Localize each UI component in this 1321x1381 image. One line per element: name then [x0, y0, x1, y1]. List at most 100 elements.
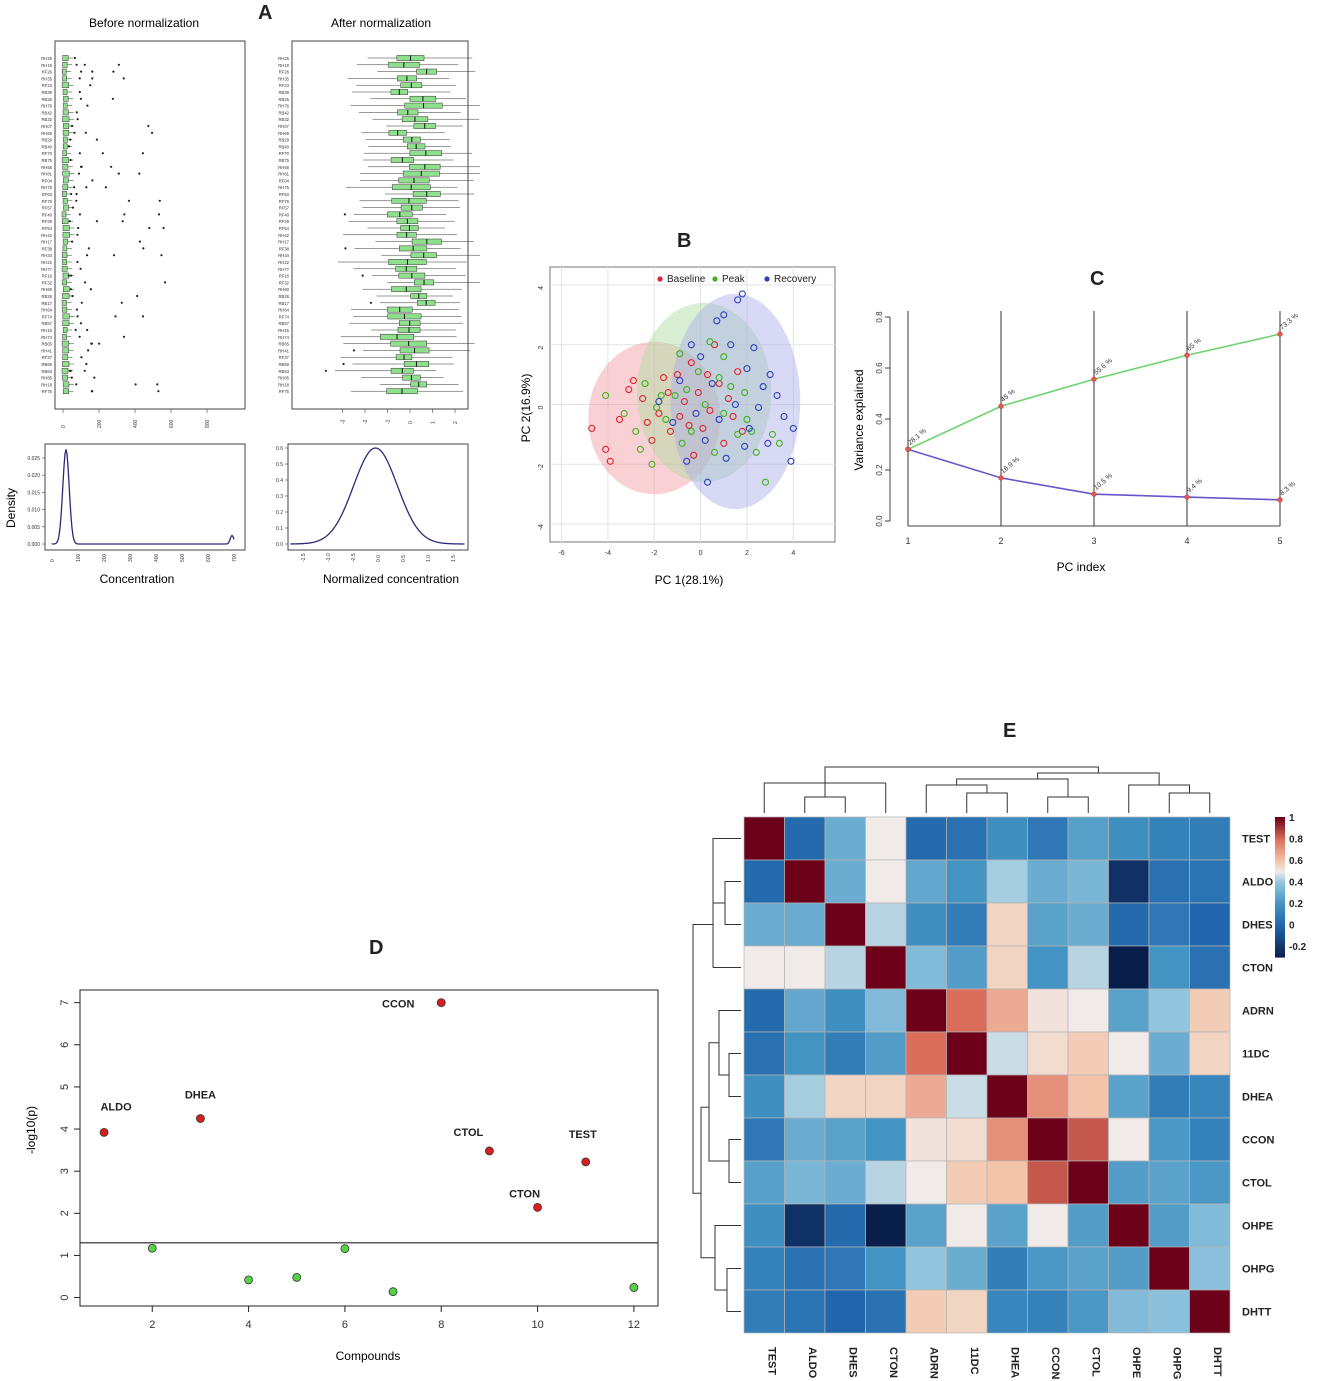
sample-label-after: RF37 [279, 355, 290, 360]
sample-label-before: RB17 [42, 301, 53, 306]
sample-label-before: RB63 [42, 369, 53, 374]
outlier-before [75, 383, 78, 386]
heatmap-cell [1189, 988, 1231, 1033]
box-before [62, 245, 68, 252]
tick-label-after: -3 [341, 419, 347, 424]
sample-label-after: RB65 [279, 342, 290, 347]
sample-label-after: RH77 [278, 267, 289, 272]
outlier-before [138, 240, 141, 243]
sample-label-after: RH17 [278, 240, 289, 245]
color-legend-swatch [1275, 819, 1285, 822]
tick-label-before: 200 [97, 419, 103, 428]
outlier-before [158, 199, 161, 202]
pca-point-baseline [706, 406, 714, 415]
variance-point-cumulative [998, 403, 1004, 409]
outlier-before [73, 131, 76, 134]
variance-point-cumulative [1184, 352, 1190, 358]
box-before [61, 82, 69, 89]
sample-label-before: RH85 [41, 376, 52, 381]
row-label: OHPE [1242, 1221, 1273, 1233]
outlier-before [95, 138, 99, 141]
color-legend-swatch [1275, 899, 1285, 902]
heatmap-cell [784, 816, 826, 861]
pca-xlabel: PC 1(28.1%) [655, 573, 724, 587]
pca-xtick-label: -6 [558, 550, 564, 557]
color-legend-swatch [1275, 927, 1285, 930]
heatmap-cell [1148, 1246, 1190, 1291]
outlier-after [344, 247, 347, 250]
color-legend-swatch [1275, 945, 1285, 948]
pca-point-recovery [759, 383, 767, 391]
row-dendrogram-link [714, 1225, 741, 1291]
heatmap-cell [824, 1203, 866, 1248]
color-legend-swatch [1275, 871, 1285, 874]
heatmap-cell [824, 859, 866, 904]
sample-label-after: RH60 [278, 287, 289, 292]
density-curve-before [51, 449, 235, 545]
column-dendrogram-link [824, 766, 1099, 783]
heatmap-cell [1189, 816, 1231, 861]
significance-xtick-label: 12 [628, 1319, 640, 1331]
heatmap-cell [743, 945, 785, 990]
pca-point-recovery [697, 353, 705, 361]
heatmap-cell [1067, 1289, 1109, 1334]
outlier-before [79, 70, 83, 73]
outlier-before [148, 226, 151, 230]
color-legend-swatch [1275, 865, 1285, 868]
variance-value-label: 16.9 % [1000, 456, 1021, 475]
pca-point-peak [734, 430, 742, 438]
outlier-before [78, 213, 82, 216]
column-dendrogram-link [1128, 784, 1190, 813]
heatmap-cell [865, 1289, 907, 1334]
pca-point-recovery [676, 377, 684, 385]
pca-point-recovery [789, 424, 797, 432]
outlier-before [79, 322, 83, 325]
color-legend-swatch [1275, 915, 1285, 918]
sample-label-before: RB69 [42, 362, 53, 367]
variance-ytick-label: 0.8 [875, 311, 884, 323]
color-legend-swatch [1275, 929, 1285, 932]
color-legend-swatch [1275, 869, 1285, 872]
density-frame-before [44, 443, 246, 551]
heatmap-cell [1189, 1160, 1231, 1205]
outlier-before [86, 328, 89, 332]
variance-ytick-label: 0.0 [875, 515, 884, 527]
outlier-before [157, 390, 160, 393]
panel-label-a: A [258, 2, 273, 24]
pca-point-baseline [666, 427, 675, 435]
sample-label-before: RH15 [41, 328, 52, 333]
outlier-before [76, 260, 79, 264]
heatmap-cell [1067, 816, 1109, 861]
heatmap-cell [743, 902, 785, 947]
heatmap-cell [784, 1246, 826, 1291]
heatmap-cell [1189, 1031, 1231, 1076]
column-dendrogram-link [966, 792, 1008, 813]
heatmap-cell [743, 1117, 785, 1162]
pca-point-peak [641, 380, 649, 388]
pca-xtick-label: -2 [651, 550, 657, 557]
legend-dot-peak [712, 276, 718, 282]
sample-label-before: RB29 [42, 138, 53, 143]
heatmap-cell [743, 1246, 785, 1291]
pca-point-baseline [606, 457, 614, 465]
heatmap-cell [905, 816, 947, 861]
heatmap-cell [1148, 902, 1190, 947]
density-after-ytick-label: 0.1 [276, 526, 283, 532]
outlier-before [123, 213, 126, 216]
density-frame-after [287, 443, 469, 551]
box-before [62, 89, 68, 95]
outlier-before [147, 124, 150, 128]
pca-point-recovery [715, 415, 723, 423]
heatmap-cell [946, 945, 988, 990]
sample-label-after: RF23 [279, 83, 290, 88]
color-legend-swatch [1275, 879, 1285, 882]
outlier-before [136, 294, 139, 298]
sample-label-after: RB25 [279, 97, 290, 102]
box-before [62, 102, 68, 109]
color-legend-swatch [1275, 923, 1285, 926]
outlier-before [83, 63, 86, 66]
outlier-before [74, 328, 77, 332]
outlier-before [73, 186, 76, 189]
sample-label-after: RB69 [279, 362, 290, 367]
box-before [62, 361, 70, 367]
